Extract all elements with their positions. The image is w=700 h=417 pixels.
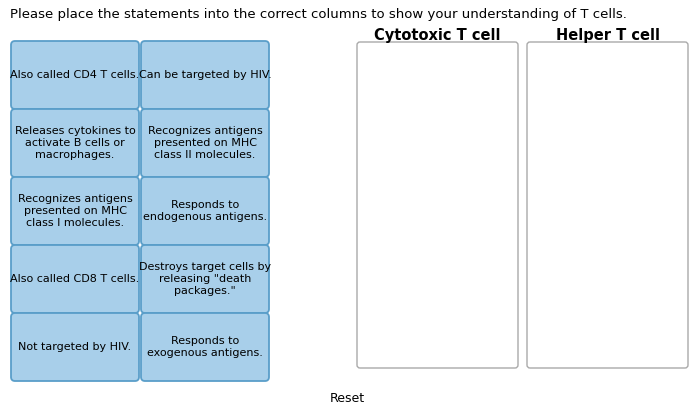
FancyBboxPatch shape	[141, 41, 269, 109]
Text: Recognizes antigens
presented on MHC
class II molecules.: Recognizes antigens presented on MHC cla…	[148, 126, 262, 160]
FancyBboxPatch shape	[141, 313, 269, 381]
Text: Responds to
endogenous antigens.: Responds to endogenous antigens.	[143, 200, 267, 222]
Text: Destroys target cells by
releasing "death
packages.": Destroys target cells by releasing "deat…	[139, 262, 271, 296]
FancyBboxPatch shape	[11, 245, 139, 313]
FancyBboxPatch shape	[11, 313, 139, 381]
FancyBboxPatch shape	[11, 177, 139, 245]
Text: Helper T cell: Helper T cell	[556, 28, 659, 43]
Text: Releases cytokines to
activate B cells or
macrophages.: Releases cytokines to activate B cells o…	[15, 126, 135, 160]
FancyBboxPatch shape	[141, 177, 269, 245]
Text: Can be targeted by HIV.: Can be targeted by HIV.	[139, 70, 272, 80]
FancyBboxPatch shape	[11, 41, 139, 109]
FancyBboxPatch shape	[11, 109, 139, 177]
Text: Recognizes antigens
presented on MHC
class I molecules.: Recognizes antigens presented on MHC cla…	[18, 194, 132, 228]
Text: Reset: Reset	[330, 392, 365, 404]
Text: Not targeted by HIV.: Not targeted by HIV.	[18, 342, 132, 352]
FancyBboxPatch shape	[141, 245, 269, 313]
Text: Responds to
exogenous antigens.: Responds to exogenous antigens.	[147, 336, 263, 358]
Text: Also called CD8 T cells.: Also called CD8 T cells.	[10, 274, 139, 284]
FancyBboxPatch shape	[357, 42, 518, 368]
Text: Also called CD4 T cells.: Also called CD4 T cells.	[10, 70, 139, 80]
Text: Cytotoxic T cell: Cytotoxic T cell	[374, 28, 500, 43]
FancyBboxPatch shape	[141, 109, 269, 177]
Text: Please place the statements into the correct columns to show your understanding : Please place the statements into the cor…	[10, 8, 627, 21]
FancyBboxPatch shape	[527, 42, 688, 368]
